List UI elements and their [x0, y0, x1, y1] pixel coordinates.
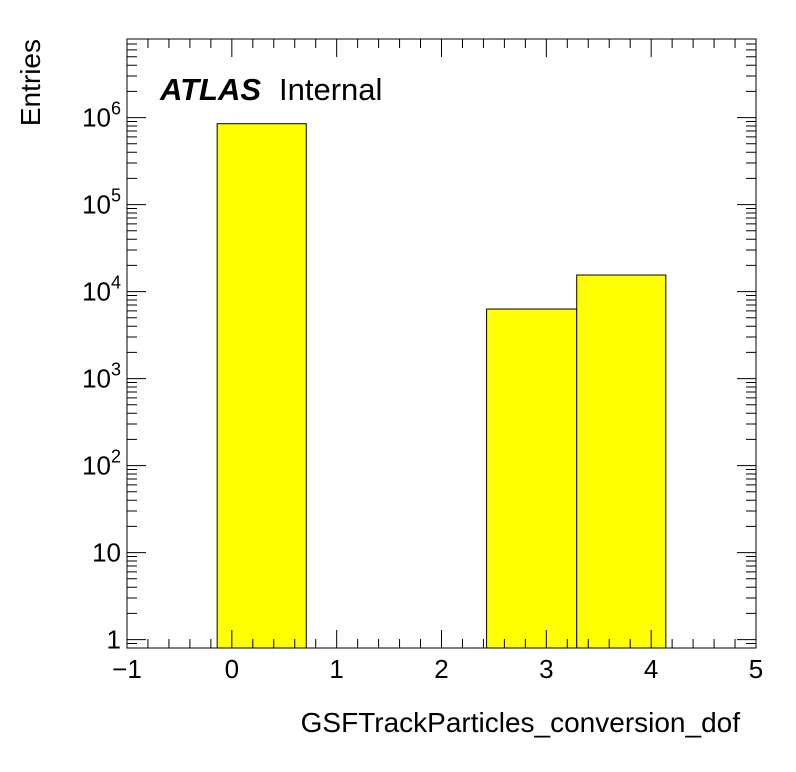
- x-tick-label-3: 2: [434, 654, 448, 684]
- x-tick-label-1: 0: [225, 654, 239, 684]
- x-tick-label-2: 1: [329, 654, 343, 684]
- bar-2: [576, 274, 667, 649]
- bar-1: [486, 308, 578, 649]
- ticks-group: [126, 38, 757, 649]
- y-tick-label-6: 106: [82, 99, 121, 133]
- y-tick-label-5: 105: [82, 186, 121, 220]
- axis-ticks: [126, 38, 757, 649]
- y-tick-label-3: 103: [82, 360, 121, 394]
- bars-group: [216, 123, 667, 649]
- y-tick-label-1: 10: [92, 538, 121, 568]
- atlas-label: ATLAS Internal: [159, 72, 382, 107]
- x-tick-label-5: 4: [644, 654, 658, 684]
- y-tick-label-0: 1: [107, 625, 121, 655]
- y-tick-label-2: 102: [82, 447, 121, 481]
- atlas-label-regular: Internal: [279, 72, 382, 107]
- y-tick-label-4: 104: [82, 273, 121, 307]
- x-tick-labels: −1 0 1 2 3 4 5: [112, 654, 763, 684]
- x-axis-title: GSFTrackParticles_conversion_dof: [301, 707, 741, 738]
- atlas-label-bold: ATLAS: [159, 72, 261, 107]
- x-tick-label-0: −1: [112, 654, 142, 684]
- y-axis-title: Entries: [15, 39, 46, 126]
- y-tick-labels: 1 10 102 103 104 105 106: [82, 99, 121, 655]
- x-tick-label-6: 5: [749, 654, 763, 684]
- bar-0: [216, 123, 307, 649]
- x-tick-label-4: 3: [539, 654, 553, 684]
